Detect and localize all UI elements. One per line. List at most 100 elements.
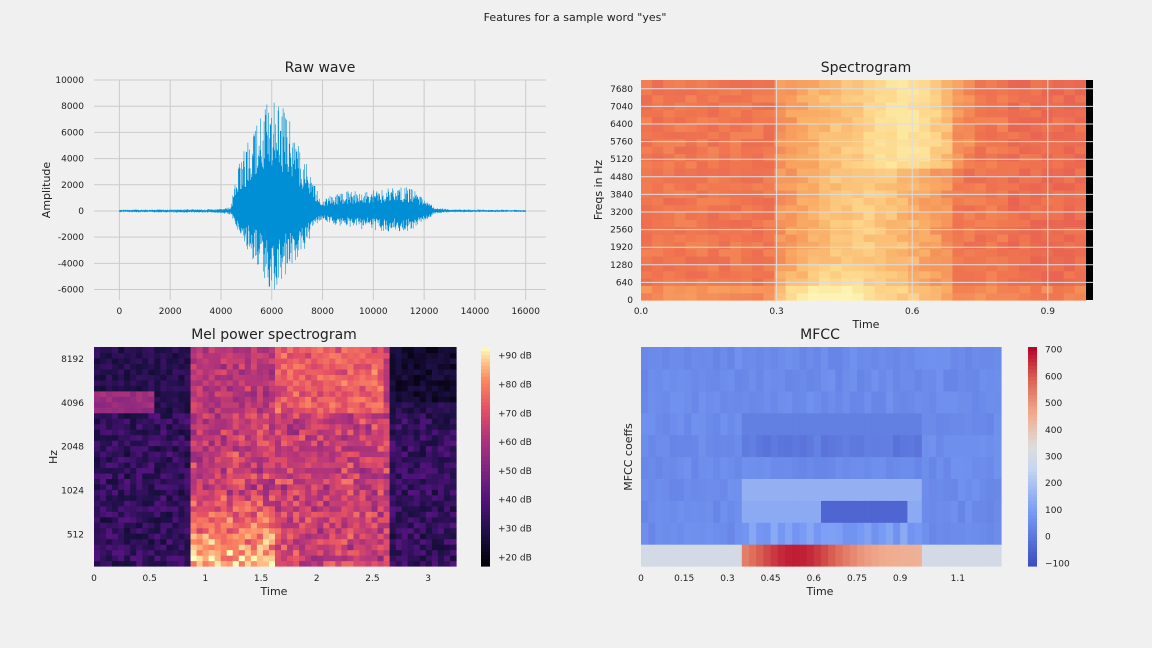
mel-cell <box>353 352 361 359</box>
spectrogram-cell <box>663 80 675 88</box>
mel-cell <box>347 478 355 485</box>
mel-cell <box>196 522 204 529</box>
mfcc-cell <box>972 500 980 523</box>
mfcc-cell <box>849 368 858 392</box>
mel-cell <box>136 379 143 386</box>
mel-cell <box>124 527 131 534</box>
mfcc-colorbar-tick: 100 <box>1045 506 1062 516</box>
mel-cell <box>407 429 415 436</box>
spectrogram-cell <box>674 124 687 132</box>
spectrogram-cell <box>752 146 764 154</box>
mel-cell <box>449 352 457 359</box>
spectrogram-cell <box>863 109 876 118</box>
mfcc-cell <box>684 347 692 370</box>
mfcc-cell <box>893 390 901 414</box>
mel-cell <box>106 407 113 414</box>
mel-cell <box>196 478 204 485</box>
mel-cell <box>172 516 180 523</box>
mel-cell <box>281 407 288 414</box>
spectrogram-cell <box>674 146 687 154</box>
mel-cell <box>335 461 342 469</box>
mel-cell <box>118 494 125 501</box>
spectrogram-cell <box>652 80 664 88</box>
mel-cell <box>166 516 174 523</box>
mel-cell <box>329 440 336 447</box>
mel-cell <box>425 357 433 365</box>
spectrogram-cell <box>908 212 920 220</box>
mel-cell <box>178 352 186 359</box>
mfcc-colorbar-segment <box>1028 493 1037 498</box>
mel-cell <box>371 560 379 567</box>
mel-cell <box>196 352 204 359</box>
mel-cell <box>124 429 131 436</box>
mel-cell <box>112 440 119 447</box>
mel-cell <box>262 423 270 430</box>
mel-cell <box>353 511 361 518</box>
spectrogram-cell <box>852 160 865 169</box>
mel-cell <box>335 445 342 452</box>
mel-cell <box>299 434 306 441</box>
spectrogram-cell <box>685 153 698 162</box>
mel-xtick: 0 <box>91 574 97 584</box>
mel-cell <box>281 445 288 452</box>
mel-cell <box>190 527 198 534</box>
mel-colorbar-segment <box>481 544 490 549</box>
spectrogram-cell <box>807 292 820 301</box>
mel-cell <box>202 538 210 545</box>
mel-cell <box>112 379 119 386</box>
spectrogram-cell <box>1063 285 1076 294</box>
mel-cell <box>118 560 125 567</box>
mel-cell <box>419 494 427 501</box>
mfcc-cell <box>713 412 721 436</box>
mel-cell <box>250 494 258 501</box>
mel-cell <box>293 401 300 408</box>
mfcc-cell <box>957 500 966 523</box>
mel-cell <box>232 489 240 496</box>
mel-cell <box>437 429 445 436</box>
mel-cell <box>317 483 324 490</box>
mel-cell <box>425 555 433 562</box>
spectrogram-cell <box>874 168 887 176</box>
mel-cell <box>293 451 300 458</box>
mel-cell <box>383 412 391 419</box>
spectrogram-cell <box>963 109 976 118</box>
mel-cell <box>383 368 391 375</box>
mel-cell <box>196 363 204 370</box>
mel-cell <box>124 494 131 501</box>
mel-cell <box>100 385 107 392</box>
spectrogram-cell <box>819 263 831 272</box>
mel-cell <box>220 445 228 452</box>
spectrogram-cell <box>1030 116 1043 125</box>
mfcc-cell <box>799 368 808 392</box>
mel-cell <box>238 505 246 512</box>
mel-cell <box>317 527 324 534</box>
mfcc-cell <box>921 456 930 479</box>
spectrogram-cell <box>696 204 709 213</box>
mel-cell <box>341 374 348 381</box>
mel-cell <box>359 434 367 441</box>
mel-cell <box>299 516 306 523</box>
spectrogram-cell <box>1008 182 1020 191</box>
mel-cell <box>166 461 174 469</box>
mel-cell <box>106 489 113 496</box>
spectrogram-cell <box>952 116 965 125</box>
mel-cell <box>317 445 324 452</box>
mfcc-cell <box>705 390 714 414</box>
mel-cell <box>172 538 180 545</box>
mel-cell <box>250 385 258 392</box>
mel-cell <box>112 555 119 562</box>
mel-cell <box>377 472 385 479</box>
mfcc-cell <box>799 478 808 501</box>
mfcc-cell <box>749 347 757 370</box>
mel-cell <box>299 445 306 452</box>
mfcc-cell <box>893 522 901 545</box>
spectrogram-cell <box>1052 109 1065 118</box>
spectrogram-cell <box>1019 138 1031 147</box>
mel-cell <box>365 489 373 496</box>
mfcc-cell <box>878 434 887 458</box>
mel-cell <box>389 357 397 365</box>
mel-cell <box>154 538 161 545</box>
mel-cell <box>347 368 355 375</box>
mfcc-cell <box>727 368 736 392</box>
mel-cell <box>437 368 445 375</box>
